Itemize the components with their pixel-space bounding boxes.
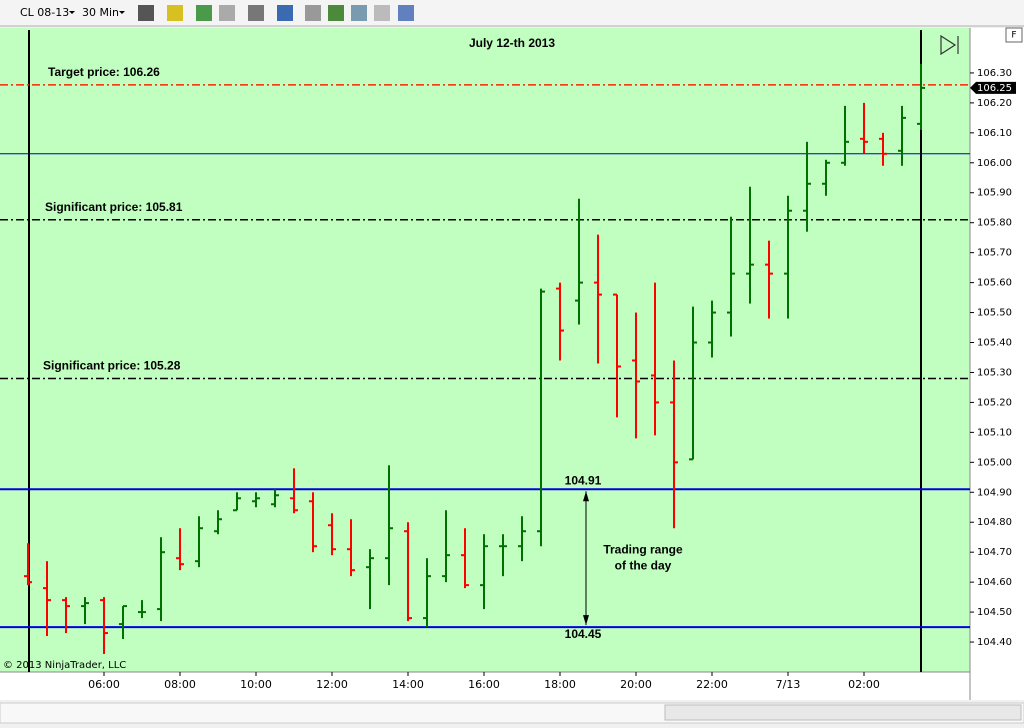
y-tick-label: 106.20: [977, 98, 1012, 109]
instrument-selector[interactable]: CL 08-13: [20, 6, 69, 19]
dropdown-arrow: [69, 11, 75, 14]
y-tick-label: 105.90: [977, 188, 1012, 199]
y-tick-label: 105.20: [977, 397, 1012, 408]
y-tick-label: 105.00: [977, 457, 1012, 468]
interval-selector[interactable]: 30 Min: [82, 6, 119, 19]
last-price-marker: [970, 81, 1016, 94]
toolbar-icons: [138, 5, 414, 21]
x-tick-label: 18:00: [544, 678, 576, 691]
y-tick-label: 105.70: [977, 248, 1012, 259]
last-price-label: 106.25: [977, 83, 1012, 94]
price-line-label: 104.45: [565, 627, 602, 641]
y-tick-label: 104.50: [977, 607, 1012, 618]
y-tick-label: 104.40: [977, 637, 1012, 648]
go-to-end-button[interactable]: [940, 34, 959, 56]
x-tick-label: 10:00: [240, 678, 272, 691]
y-tick-label: 104.70: [977, 547, 1012, 558]
strategy-icon[interactable]: [351, 5, 367, 21]
x-tick-label: 02:00: [848, 678, 880, 691]
properties-icon[interactable]: [305, 5, 321, 21]
dropdown-arrow: [119, 11, 125, 14]
x-tick-label: 06:00: [88, 678, 120, 691]
range-note: of the day: [615, 558, 672, 572]
time-axis: [0, 672, 970, 700]
y-tick-label: 106.30: [977, 68, 1012, 79]
x-tick-label: 08:00: [164, 678, 196, 691]
y-tick-label: 105.80: [977, 218, 1012, 229]
pointer-icon[interactable]: [248, 5, 264, 21]
window-icon[interactable]: [398, 5, 414, 21]
price-line-label: Significant price: 105.81: [45, 200, 183, 214]
x-tick-label: 14:00: [392, 678, 424, 691]
draw-tool-icon[interactable]: [167, 5, 183, 21]
y-tick-label: 104.80: [977, 517, 1012, 528]
search-icon[interactable]: [277, 5, 293, 21]
range-note: Trading range: [603, 542, 683, 556]
x-tick-label: 7/13: [776, 678, 801, 691]
price-line-label: 104.91: [565, 473, 602, 487]
y-tick-label: 106.00: [977, 158, 1012, 169]
x-tick-label: 20:00: [620, 678, 652, 691]
x-tick-label: 12:00: [316, 678, 348, 691]
corner-button-label[interactable]: F: [1011, 31, 1016, 41]
account-icon[interactable]: [374, 5, 390, 21]
y-tick-label: 105.10: [977, 427, 1012, 438]
price-line-label: Target price: 106.26: [48, 65, 160, 79]
y-tick-label: 104.90: [977, 487, 1012, 498]
indicators-icon[interactable]: [328, 5, 344, 21]
x-tick-label: 16:00: [468, 678, 500, 691]
chart-title: July 12-th 2013: [469, 36, 555, 50]
y-tick-label: 104.60: [977, 577, 1012, 588]
y-tick-label: 105.40: [977, 338, 1012, 349]
x-tick-label: 22:00: [696, 678, 728, 691]
price-axis: [970, 28, 1024, 700]
zoom-in-icon[interactable]: [196, 5, 212, 21]
y-tick-label: 105.50: [977, 308, 1012, 319]
copyright: © 2013 NinjaTrader, LLC: [3, 660, 126, 671]
zoom-out-icon[interactable]: [219, 5, 235, 21]
y-tick-label: 105.30: [977, 367, 1012, 378]
scroll-thumb[interactable]: [664, 704, 1022, 721]
play-icon[interactable]: [940, 34, 957, 56]
y-tick-label: 106.10: [977, 128, 1012, 139]
y-tick-label: 105.60: [977, 278, 1012, 289]
bar-type-icon[interactable]: [138, 5, 154, 21]
arrow-head: [583, 491, 589, 502]
price-line-label: Significant price: 105.28: [43, 359, 181, 373]
arrow-head: [583, 615, 589, 626]
corner-button[interactable]: [1005, 27, 1023, 43]
